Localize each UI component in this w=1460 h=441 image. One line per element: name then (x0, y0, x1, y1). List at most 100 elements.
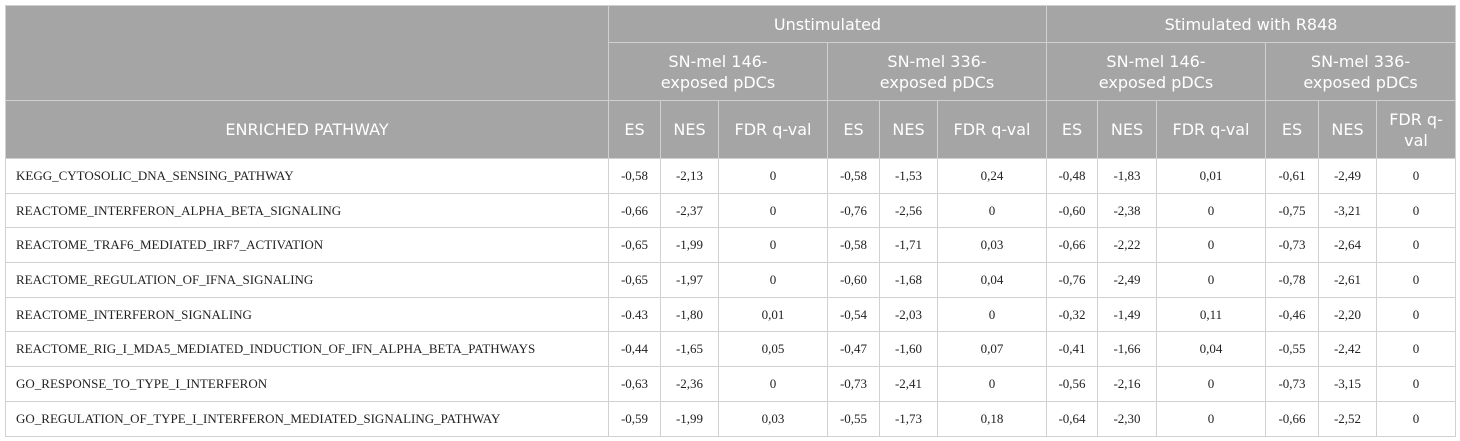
value-cell: -0,44 (608, 331, 661, 368)
value-cell: -0,56 (1046, 366, 1098, 402)
value-cell: -0,46 (1265, 296, 1319, 333)
value-cell: -2,49 (1318, 158, 1377, 194)
value-cell: 0 (1375, 331, 1457, 368)
value-cell: -0,48 (1046, 158, 1098, 194)
column-header: FDR q-val (1375, 100, 1457, 159)
value-cell: -1,73 (879, 400, 938, 437)
value-cell: -0,66 (1046, 227, 1098, 264)
value-cell: -0,73 (827, 366, 880, 402)
value-cell: -2,13 (660, 158, 719, 194)
value-cell: -0,64 (1046, 400, 1098, 437)
value-cell: -2,22 (1097, 227, 1157, 264)
table-row: REACTOME_RIG_I_MDA5_MEDIATED_INDUCTION_O… (5, 331, 1457, 368)
value-cell: -1,80 (660, 296, 719, 333)
value-cell: 0 (937, 296, 1047, 333)
value-cell: -0,78 (1265, 262, 1319, 298)
table-row: GO_REGULATION_OF_TYPE_I_INTERFERON_MEDIA… (5, 400, 1457, 437)
value-cell: 0,24 (937, 158, 1047, 194)
subgroup-header: SN-mel 146-exposed pDCs (1046, 42, 1266, 101)
value-cell: 0 (1375, 158, 1457, 194)
table-row: GO_RESPONSE_TO_TYPE_I_INTERFERON -0,63 -2,… (5, 366, 1457, 402)
value-cell: -0,66 (1265, 400, 1319, 437)
value-cell: -2,61 (1318, 262, 1377, 298)
value-cell: -0,47 (827, 331, 880, 368)
value-cell: -0,63 (608, 366, 661, 402)
value-cell: 0,11 (1156, 296, 1266, 333)
value-cell: 0 (718, 227, 828, 264)
value-cell: 0 (937, 192, 1047, 229)
value-cell: -2,20 (1318, 296, 1377, 333)
value-cell: -0,66 (608, 192, 661, 229)
subgroup-header: SN-mel 336-exposed pDCs (827, 42, 1047, 101)
value-cell: 0,04 (937, 262, 1047, 298)
value-cell: 0 (718, 158, 828, 194)
value-cell: -1,65 (660, 331, 719, 368)
subgroup-label: SN-mel 146-exposed pDCs (1098, 51, 1214, 92)
group-header: Unstimulated (608, 5, 1047, 43)
pathway-cell: REACTOME_REGULATION_OF_IFNA_SIGNALING (5, 262, 609, 298)
value-cell: -0,58 (608, 158, 661, 194)
value-cell: 0,04 (1156, 331, 1266, 368)
value-cell: 0,03 (718, 400, 828, 437)
value-cell: -0.43 (608, 296, 661, 333)
column-header: FDR q-val (718, 100, 828, 159)
value-cell: -0,55 (827, 400, 880, 437)
value-cell: -3,21 (1318, 192, 1377, 229)
value-cell: -2,37 (660, 192, 719, 229)
value-cell: -3,15 (1318, 366, 1377, 402)
subgroup-header: SN-mel 146-exposed pDCs (608, 42, 828, 101)
value-cell: -1,66 (1097, 331, 1157, 368)
value-cell: 0 (718, 262, 828, 298)
column-header: ENRICHED PATHWAY (5, 100, 609, 159)
value-cell: -0,58 (827, 158, 880, 194)
value-cell: -0,65 (608, 227, 661, 264)
value-cell: -2,38 (1097, 192, 1157, 229)
value-cell: -0,76 (1046, 262, 1098, 298)
header-cell (5, 5, 609, 101)
subgroup-label: SN-mel 336-exposed pDCs (1303, 51, 1418, 92)
value-cell: -0,73 (1265, 366, 1319, 402)
value-cell: 0 (1375, 296, 1457, 333)
value-cell: -0,60 (1046, 192, 1098, 229)
pathway-cell: GO_REGULATION_OF_TYPE_I_INTERFERON_MEDIA… (5, 400, 609, 437)
column-header: ES (608, 100, 661, 159)
column-header: ES (1046, 100, 1098, 159)
pathway-cell: REACTOME_INTERFERON_ALPHA_BETA_SIGNALING (5, 192, 609, 229)
header-row: ENRICHED PATHWAY ES NES FDR q-val ES NES FDR q… (5, 100, 1457, 159)
column-header: NES (1318, 100, 1377, 159)
value-cell: 0,01 (718, 296, 828, 333)
table-row: REACTOME_REGULATION_OF_IFNA_SIGNALING -0,… (5, 262, 1457, 298)
header-row: SN-mel 146-exposed pDCs SN-mel 336-expose… (6, 42, 1457, 101)
data-table: Unstimulated Stimulated with R848 SN-mel 1… (5, 5, 1457, 437)
value-cell: 0,01 (1156, 158, 1266, 194)
pathway-cell: GO_RESPONSE_TO_TYPE_I_INTERFERON (5, 366, 609, 402)
value-cell: -0,73 (1265, 227, 1319, 264)
subgroup-label: SN-mel 146-exposed pDCs (660, 51, 776, 92)
value-cell: -0,60 (827, 262, 880, 298)
value-cell: -2,30 (1097, 400, 1157, 437)
value-cell: 0 (718, 366, 828, 402)
column-header: NES (879, 100, 938, 159)
column-header: ES (1265, 100, 1319, 159)
value-cell: 0,03 (937, 227, 1047, 264)
value-cell: -0,58 (827, 227, 880, 264)
value-cell: -0,41 (1046, 331, 1098, 368)
table-row: REACTOME_TRAF6_MEDIATED_IRF7_ACTIVATION -… (5, 227, 1457, 264)
value-cell: -2,52 (1318, 400, 1377, 437)
value-cell: -0,59 (608, 400, 661, 437)
value-cell: -0,55 (1265, 331, 1319, 368)
value-cell: 0,07 (937, 331, 1047, 368)
column-header: NES (1097, 100, 1157, 159)
value-cell: 0 (1375, 227, 1457, 264)
value-cell: -2,49 (1097, 262, 1157, 298)
value-cell: 0 (937, 366, 1047, 402)
subgroup-header: SN-mel 336-exposed pDCs (1264, 42, 1457, 101)
pathway-cell: REACTOME_TRAF6_MEDIATED_IRF7_ACTIVATION (5, 227, 609, 264)
value-cell: 0 (1156, 227, 1266, 264)
value-cell: -2,42 (1318, 331, 1377, 368)
value-cell: -1,99 (660, 400, 719, 437)
value-cell: 0 (1156, 192, 1266, 229)
value-cell: -2,36 (660, 366, 719, 402)
value-cell: -1,97 (660, 262, 719, 298)
